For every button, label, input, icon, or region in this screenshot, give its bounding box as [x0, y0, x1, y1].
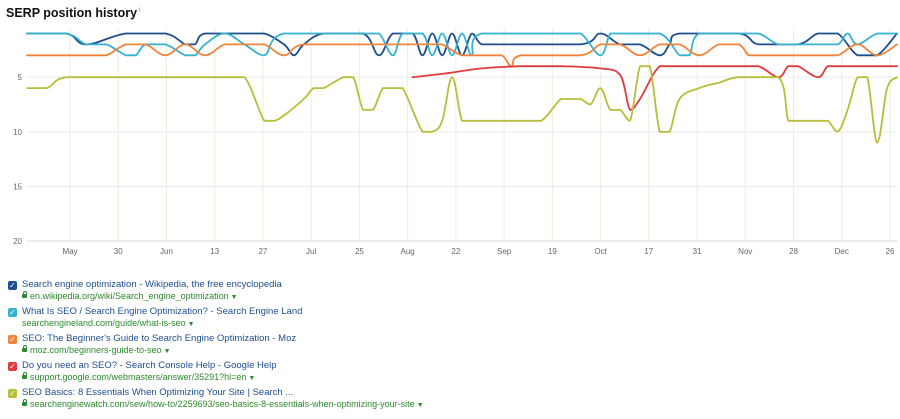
- result-url-text: moz.com/beginners-guide-to-seo: [30, 345, 162, 355]
- lock-icon: [22, 372, 27, 379]
- legend-item[interactable]: ✓ Do you need an SEO? - Search Console He…: [8, 360, 888, 387]
- lock-icon: [22, 399, 27, 406]
- series-checkbox[interactable]: ✓: [8, 389, 17, 398]
- result-url-text: en.wikipedia.org/wiki/Search_engine_opti…: [30, 291, 229, 301]
- series-checkbox[interactable]: ✓: [8, 362, 17, 371]
- result-title-link[interactable]: Do you need an SEO? - Search Console Hel…: [22, 360, 277, 371]
- series-line-3: [26, 43, 898, 68]
- x-tick-label: Jul: [306, 247, 316, 256]
- result-url-text: searchengineland.com/guide/what-is-seo: [22, 318, 186, 328]
- x-tick-label: Sep: [497, 247, 512, 256]
- series-checkbox[interactable]: ✓: [8, 308, 17, 317]
- result-title-link[interactable]: Search engine optimization - Wikipedia, …: [22, 279, 282, 290]
- y-tick-label: 5: [18, 73, 23, 82]
- series-line-5: [26, 65, 898, 144]
- dropdown-caret-icon[interactable]: ▼: [230, 294, 238, 301]
- result-url-text: searchenginewatch.com/sew/how-to/2259693…: [30, 399, 415, 409]
- x-tick-label: Oct: [594, 247, 607, 256]
- chart-title-text: SERP position history: [6, 6, 138, 20]
- y-tick-label: 10: [13, 128, 22, 137]
- y-tick-label: 20: [13, 237, 22, 246]
- x-tick-label: 27: [258, 247, 267, 256]
- result-url[interactable]: searchengineland.com/guide/what-is-seo ▼: [22, 318, 195, 328]
- lock-icon: [22, 291, 27, 298]
- result-url[interactable]: support.google.com/webmasters/answer/352…: [22, 372, 255, 382]
- x-tick-label: 26: [886, 247, 895, 256]
- x-tick-label: Nov: [738, 247, 752, 256]
- legend-item[interactable]: ✓ SEO: The Beginner's Guide to Search Eng…: [8, 333, 888, 360]
- result-title-link[interactable]: SEO: The Beginner's Guide to Search Engi…: [22, 333, 297, 344]
- serp-position-chart: 5 10 15 20 May 30 Jun 13 27 Jul 25 Aug 22 Sep 19 Oct 17 3…: [13, 28, 898, 256]
- x-tick-label: 17: [644, 247, 653, 256]
- chart-title: SERP position history i: [6, 6, 141, 20]
- series-checkbox[interactable]: ✓: [8, 335, 17, 344]
- x-tick-label: 31: [693, 247, 702, 256]
- lock-icon: [22, 345, 27, 352]
- x-tick-label: Aug: [401, 247, 415, 256]
- legend: ✓ Search engine optimization - Wikipedia,…: [8, 279, 888, 414]
- result-url-text: support.google.com/webmasters/answer/352…: [30, 372, 247, 382]
- x-tick-label: Dec: [835, 247, 849, 256]
- x-tick-label: 22: [451, 247, 460, 256]
- y-tick-label: 15: [13, 182, 22, 191]
- series-line-4: [411, 65, 898, 111]
- info-icon[interactable]: i: [139, 6, 141, 14]
- legend-item[interactable]: ✓ Search engine optimization - Wikipedia,…: [8, 279, 888, 306]
- result-title-link[interactable]: SEO Basics: 8 Essentials When Optimizing…: [22, 387, 294, 398]
- x-tick-label: 25: [355, 247, 364, 256]
- dropdown-caret-icon[interactable]: ▼: [248, 375, 256, 382]
- dropdown-caret-icon[interactable]: ▼: [416, 402, 424, 409]
- x-tick-label: 13: [210, 247, 219, 256]
- series-line-1: [26, 32, 898, 57]
- series-line-2: [26, 32, 898, 57]
- x-tick-label: Jun: [160, 247, 173, 256]
- dropdown-caret-icon[interactable]: ▼: [163, 348, 171, 355]
- x-tick-label: 19: [548, 247, 557, 256]
- series-checkbox[interactable]: ✓: [8, 281, 17, 290]
- result-url[interactable]: searchenginewatch.com/sew/how-to/2259693…: [22, 399, 424, 409]
- result-url[interactable]: moz.com/beginners-guide-to-seo ▼: [22, 345, 171, 355]
- legend-item[interactable]: ✓ What Is SEO / Search Engine Optimizatio…: [8, 306, 888, 333]
- result-title-link[interactable]: What Is SEO / Search Engine Optimization…: [22, 306, 303, 317]
- x-tick-label: 30: [114, 247, 123, 256]
- dropdown-caret-icon[interactable]: ▼: [187, 321, 195, 328]
- x-tick-label: May: [62, 247, 77, 256]
- x-tick-label: 28: [789, 247, 798, 256]
- legend-item[interactable]: ✓ SEO Basics: 8 Essentials When Optimizin…: [8, 387, 888, 414]
- result-url[interactable]: en.wikipedia.org/wiki/Search_engine_opti…: [22, 291, 238, 301]
